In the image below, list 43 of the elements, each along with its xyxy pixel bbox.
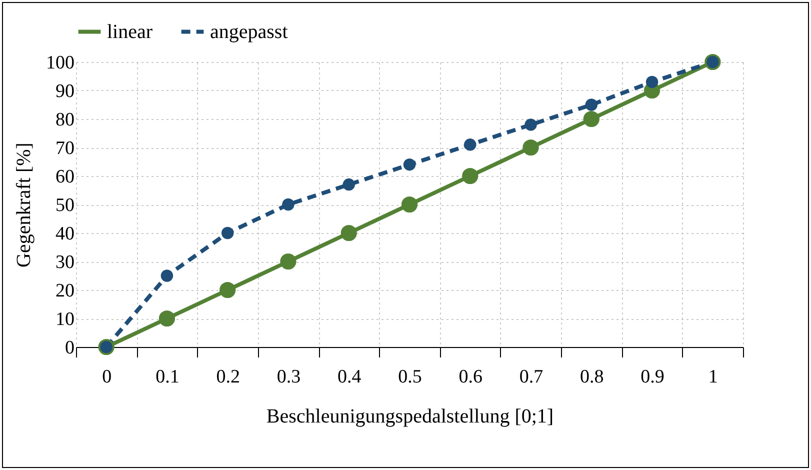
point (462, 168, 478, 184)
x-tick-label: 0.4 (337, 366, 362, 388)
x-tick-label: 0.5 (398, 366, 422, 388)
x-tick-label: 0.9 (640, 366, 664, 388)
point (158, 310, 176, 327)
x-axis-title: Beschleunigungspedalstellung [0;1] (266, 406, 554, 428)
x-tick-label: 0.2 (216, 366, 240, 388)
point (340, 224, 357, 242)
y-tick-label: 70 (56, 138, 74, 159)
legend-label: angepasst (210, 20, 288, 43)
point (220, 282, 236, 298)
point (585, 98, 598, 111)
point (403, 158, 416, 171)
y-tick-label: 90 (56, 81, 74, 102)
point (282, 198, 294, 211)
y-tick-label: 100 (46, 52, 74, 74)
x-tick-label: 1 (708, 366, 718, 388)
x-tick-label: 0.8 (580, 366, 604, 388)
y-axis-title: Gegenkraft [%] (13, 142, 35, 268)
y-tick-label: 10 (56, 309, 74, 330)
y-tick-label: 20 (56, 280, 74, 302)
y-tick-label: 0 (65, 338, 74, 358)
y-tick-label: 30 (56, 252, 74, 273)
x-tick-label: 0.3 (276, 366, 301, 388)
point (342, 178, 355, 191)
point (583, 110, 600, 128)
point (524, 118, 537, 131)
legend-label: linear (107, 20, 153, 43)
x-tick-label: 0 (102, 366, 112, 388)
x-tick-label: 0.6 (458, 366, 483, 388)
x-tick-label: 0.1 (156, 366, 180, 388)
point (280, 253, 296, 270)
point (646, 76, 658, 88)
y-tick-label: 80 (56, 110, 74, 130)
point (522, 139, 539, 156)
y-tick-label: 50 (56, 195, 74, 216)
point (221, 226, 234, 240)
x-tick-label: 0.7 (519, 366, 544, 388)
point (160, 270, 174, 282)
point (464, 138, 476, 151)
point (401, 196, 418, 213)
y-tick-label: 60 (56, 166, 74, 188)
y-tick-label: 40 (56, 224, 74, 244)
